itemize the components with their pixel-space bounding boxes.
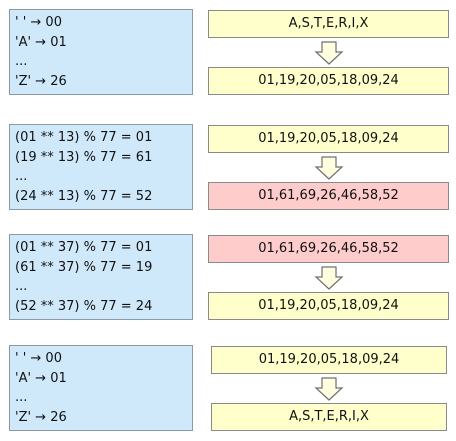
legend-line: 'Z' → 26: [15, 73, 67, 89]
legend-line: ...: [15, 54, 28, 69]
down-arrow: [313, 266, 344, 290]
arrow-shape: [313, 41, 344, 65]
legend-line: (01 ** 13) % 77 = 01: [15, 130, 153, 145]
legend-box: ' ' → 00 'A' → 01... 'Z' → 26: [9, 345, 193, 431]
legend-line: (61 ** 37) % 77 = 19: [15, 259, 153, 275]
arrow-shape: [313, 266, 344, 290]
top-value-box: A,S,T,E,R,I,X: [208, 10, 449, 38]
legend-line: (52 ** 37) % 77 = 24: [15, 298, 153, 314]
legend-box: (01 ** 37) % 77 = 01 (61 ** 37) % 77 = 19…: [9, 234, 193, 320]
top-value-box: 01,19,20,05,18,09,24: [211, 346, 447, 374]
down-arrow: [313, 156, 344, 180]
legend-line: 'A' → 01: [15, 370, 67, 386]
legend-line: 'Z' → 26: [15, 409, 67, 425]
legend-box: ' ' → 00 'A' → 01... 'Z' → 26: [9, 9, 193, 95]
legend-line: ' ' → 00: [15, 15, 62, 30]
legend-box: (01 ** 13) % 77 = 01 (19 ** 13) % 77 = 61…: [9, 124, 193, 210]
down-arrow: [314, 377, 344, 401]
bottom-value-box: A,S,T,E,R,I,X: [211, 403, 447, 431]
legend-line: ...: [15, 390, 28, 405]
legend-line: ...: [15, 279, 28, 294]
bottom-value-box: 01,19,20,05,18,09,24: [208, 67, 449, 95]
legend-line: ...: [15, 169, 28, 184]
arrow-shape: [313, 156, 344, 180]
legend-line: (24 ** 13) % 77 = 52: [15, 188, 153, 204]
legend-line: ' ' → 00: [15, 351, 62, 366]
bottom-value-box: 01,61,69,26,46,58,52: [208, 182, 449, 210]
arrow-shape: [314, 377, 344, 401]
legend-line: (19 ** 13) % 77 = 61: [15, 149, 153, 165]
top-value-box: 01,19,20,05,18,09,24: [208, 125, 449, 153]
legend-line: (01 ** 37) % 77 = 01: [15, 240, 153, 255]
bottom-value-box: 01,19,20,05,18,09,24: [208, 292, 449, 320]
down-arrow: [313, 41, 344, 65]
legend-line: 'A' → 01: [15, 34, 67, 50]
top-value-box: 01,61,69,26,46,58,52: [208, 235, 449, 263]
